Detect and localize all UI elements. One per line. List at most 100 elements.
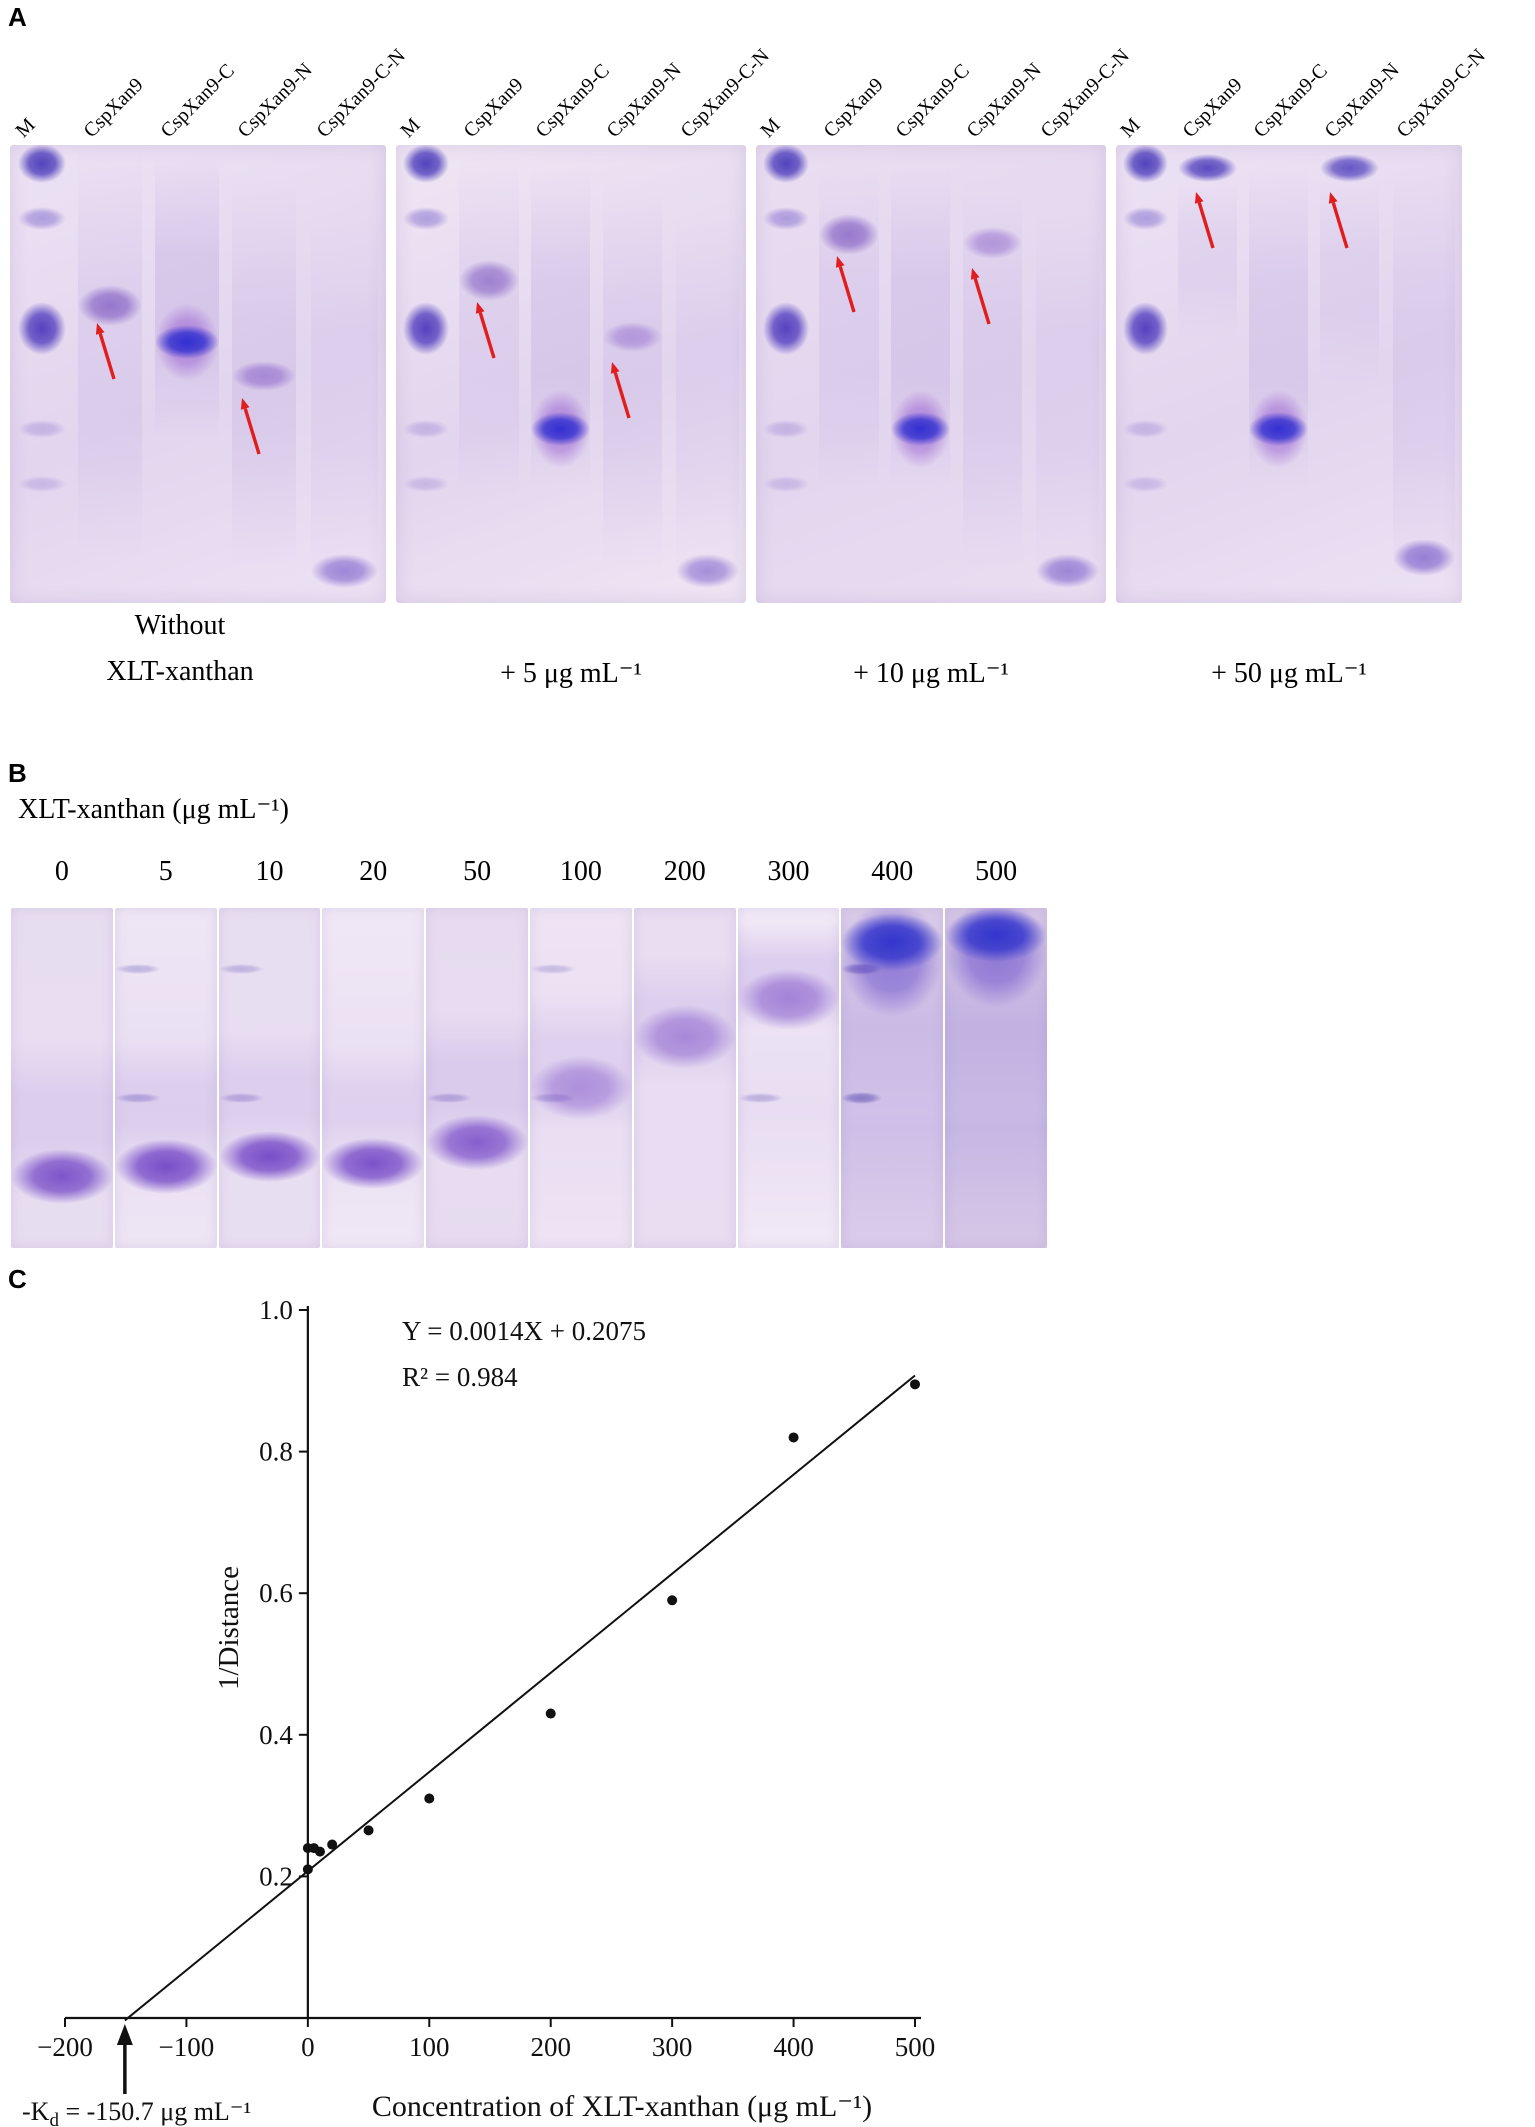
gel-band: [763, 145, 809, 183]
gel-band: [737, 1093, 784, 1104]
binding-scatter-chart: −200 −100 0 100 200 300 400 500 0.2 0.4 0.6 0.8 1.0 Y…: [22, 1295, 935, 2127]
gel-lane: [322, 908, 425, 1248]
x-tick-label: 200: [530, 2032, 571, 2062]
x-tick-label: −100: [159, 2032, 215, 2062]
gel-smear: [310, 213, 379, 581]
lane-label: CspXan9-N: [233, 58, 317, 143]
gel-band: [530, 964, 576, 975]
gel-lane: [1392, 145, 1456, 603]
gel-smear: [426, 1013, 528, 1157]
gel-smear: [530, 167, 591, 489]
gel-lane: [218, 908, 321, 1248]
lane-label: CspXan9-C: [1249, 59, 1332, 142]
data-point: [788, 1432, 799, 1443]
lane-concentration-label: 400: [871, 856, 914, 887]
lane-label: CspXan9: [819, 73, 888, 142]
gel-band: [322, 1137, 425, 1189]
gel-lane: [1122, 145, 1168, 603]
gel-a1-caption-line1: Without: [134, 610, 226, 641]
lane-label: CspXan9: [459, 73, 528, 142]
gel-band: [945, 908, 1047, 963]
gel-band: [530, 390, 591, 468]
gel-band: [403, 301, 449, 355]
lane-label: CspXan9: [1178, 73, 1247, 142]
gel-smear: [231, 179, 296, 569]
gel-smear: [1036, 213, 1099, 581]
gel-band: [841, 908, 944, 1017]
gel-smear: [819, 167, 879, 489]
panel-c-label: C: [8, 1264, 27, 1294]
gel-band: [676, 553, 739, 589]
gel-lane: [530, 908, 632, 1248]
gel-image-panel-b: [10, 908, 1048, 1248]
x-tick-label: −200: [37, 2032, 93, 2062]
gel-lane: [1249, 145, 1309, 603]
gel-lane: [310, 145, 379, 603]
gel-band: [890, 390, 951, 468]
gel-smear: [218, 1030, 321, 1160]
gel-lane: [962, 145, 1022, 603]
data-point: [545, 1708, 556, 1719]
gel-band: [841, 963, 883, 976]
gel-lane: [841, 908, 944, 1248]
gel-a3-caption: + 10 μg mL⁻¹: [853, 658, 1009, 689]
gel-band: [1122, 475, 1168, 492]
gel-band: [218, 1130, 321, 1182]
lane-label: CspXan9-N: [602, 58, 686, 143]
gel-smear: [841, 908, 944, 1248]
x-tick-label: 100: [409, 2032, 450, 2062]
lane-concentration-label: 50: [463, 856, 492, 887]
equation-label: Y = 0.0014X + 0.2075: [402, 1316, 646, 1346]
gel-band: [1122, 145, 1168, 183]
kd-arrow-icon: [116, 2024, 133, 2045]
gel-band: [17, 419, 67, 439]
lane-concentration-label: 0: [54, 856, 69, 887]
y-tick-label: 0.4: [259, 1720, 293, 1750]
gel-band: [17, 145, 67, 183]
gel-band: [763, 419, 809, 439]
gel-band: [1320, 154, 1379, 182]
data-point: [315, 1846, 325, 1857]
gel-band: [1392, 538, 1456, 576]
gel-band: [1122, 419, 1168, 439]
gel-band: [530, 411, 591, 447]
gel-lane: [17, 145, 67, 603]
fit-line: [124, 1374, 916, 2022]
gel-image-panel-a: [756, 145, 1106, 603]
gel-smear: [530, 993, 632, 1129]
gel-band: [403, 475, 449, 492]
lane-label: CspXan9-N: [1320, 58, 1404, 143]
gel-band: [1249, 390, 1309, 468]
gel-smear: [633, 955, 736, 1085]
data-point: [327, 1839, 338, 1850]
lane-label: CspXan9-C: [530, 59, 614, 142]
red-arrow-icon: [241, 398, 261, 455]
gel-smear: [154, 154, 219, 439]
gel-band: [310, 553, 379, 589]
data-point: [363, 1825, 374, 1836]
gel-lane: [154, 145, 219, 603]
gel-band: [763, 475, 809, 492]
gel-band: [602, 322, 662, 353]
gel-smear: [676, 213, 739, 581]
gel-smear: [945, 908, 1047, 1248]
y-tick-label: 0.2: [259, 1861, 293, 1891]
gel-smear: [890, 167, 951, 489]
lane-label: M: [11, 113, 40, 142]
gel-band: [1249, 411, 1309, 447]
lane-label: M: [396, 113, 425, 142]
lane-concentration-label: 100: [559, 856, 602, 887]
gel-lane: [426, 908, 528, 1248]
lane-concentration-label: 500: [975, 856, 1018, 887]
gel-a1-caption-line2: XLT-xanthan: [106, 656, 254, 687]
gel-band: [218, 1093, 265, 1104]
gel-band: [1122, 301, 1168, 355]
gel-lane: [114, 908, 217, 1248]
lane-concentration-label: 5: [158, 856, 173, 887]
gel-band: [763, 301, 809, 355]
gel-lane: [819, 145, 879, 603]
gel-band: [890, 411, 951, 447]
gel-image-panel-a: [396, 145, 746, 603]
lane-concentration-label: 10: [255, 856, 284, 887]
